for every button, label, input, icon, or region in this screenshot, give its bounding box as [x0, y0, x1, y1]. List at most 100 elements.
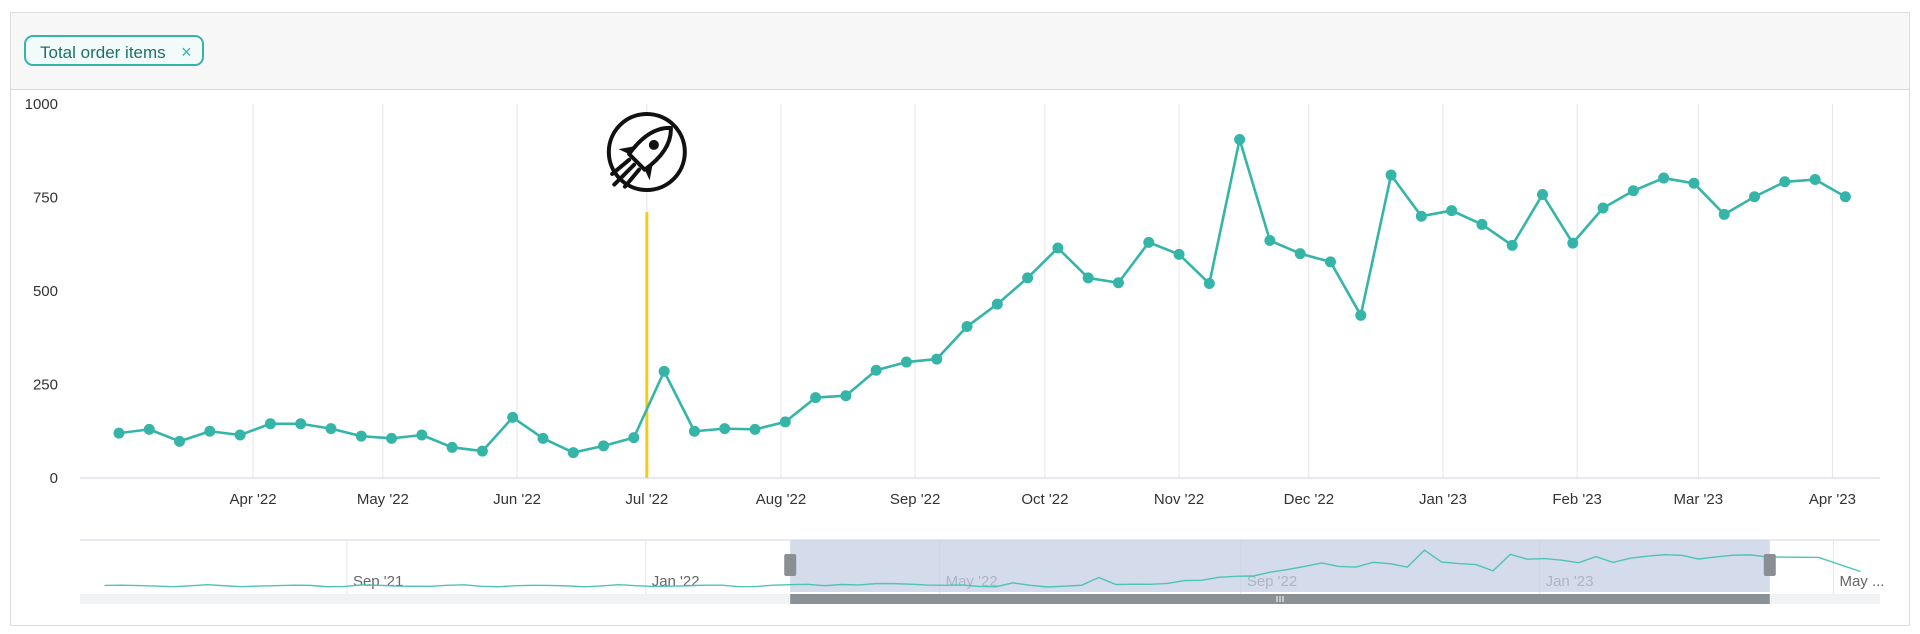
x-tick-label: Jul '22: [625, 491, 668, 508]
rocket-icon-body: [627, 125, 673, 172]
data-point: [900, 356, 912, 368]
x-tick-label: Feb '23: [1552, 491, 1602, 508]
series-line-path: [118, 138, 1847, 454]
data-point: [779, 416, 791, 428]
data-point: [1446, 205, 1458, 217]
x-tick-label: Mar '23: [1673, 491, 1723, 508]
data-point: [1627, 185, 1639, 197]
x-tick-label: Sep '22: [890, 491, 940, 508]
legend-chip-label: Total order items: [40, 43, 166, 62]
data-point: [1294, 248, 1306, 260]
data-point: [1324, 256, 1336, 268]
navigator-selection: [790, 540, 1770, 592]
data-point: [1415, 210, 1427, 222]
legend-toolbar: Total order items ×: [11, 13, 1909, 90]
navigator-tick-label: Jan '22: [652, 573, 700, 590]
x-tick-label: Aug '22: [756, 491, 806, 508]
navigator-tick-label: Sep '21: [353, 573, 403, 590]
data-point: [1143, 236, 1155, 248]
data-point: [1022, 272, 1034, 284]
data-point: [1839, 191, 1851, 203]
data-point: [1355, 309, 1367, 321]
data-point: [1173, 248, 1185, 260]
data-point: [567, 447, 579, 459]
rocket-icon: [606, 112, 687, 192]
data-point: [1779, 176, 1791, 188]
data-point: [204, 425, 216, 437]
data-point: [507, 411, 519, 423]
data-point: [1658, 172, 1670, 184]
x-tick-label: Jun '22: [493, 491, 541, 508]
rocket-icon-fin: [644, 161, 654, 181]
series-line: [118, 138, 1847, 454]
data-point: [446, 441, 458, 453]
navigator-tick-label: May ...: [1839, 573, 1884, 590]
y-tick-label: 500: [33, 283, 58, 300]
y-tick-label: 1000: [25, 96, 58, 113]
data-point: [1809, 174, 1821, 186]
y-axis-ticks: 0 250 500 750 1000: [25, 96, 58, 487]
data-point: [1537, 189, 1548, 201]
navigator-handle[interactable]: [784, 554, 797, 576]
data-point: [386, 432, 398, 444]
x-tick-label: Oct '22: [1021, 491, 1068, 508]
data-point: [658, 365, 670, 377]
grid-lines: [80, 104, 1880, 479]
navigator-handle[interactable]: [1763, 554, 1776, 576]
y-tick-label: 0: [50, 470, 58, 487]
data-point: [1385, 169, 1397, 181]
data-point: [416, 429, 428, 441]
data-point: [628, 432, 640, 444]
data-point: [749, 423, 761, 435]
x-tick-label: Jan '23: [1419, 491, 1467, 508]
data-point: [1718, 208, 1730, 220]
data-point: [598, 440, 610, 452]
data-point: [1506, 239, 1518, 251]
data-point: [931, 353, 943, 365]
data-point: [870, 364, 882, 376]
data-point: [355, 430, 367, 442]
series-points: [113, 134, 1851, 459]
data-point: [1597, 202, 1609, 214]
data-point: [1082, 272, 1094, 284]
data-point: [537, 432, 549, 444]
x-tick-label: Dec '22: [1284, 491, 1334, 508]
data-point: [1476, 218, 1488, 230]
rocket-icon-flame: [610, 157, 642, 189]
y-tick-label: 250: [33, 377, 58, 394]
data-point: [1749, 191, 1761, 203]
y-tick-label: 750: [33, 190, 58, 207]
x-tick-label: Nov '22: [1154, 491, 1204, 508]
data-point: [991, 298, 1003, 310]
data-point: [234, 429, 246, 441]
data-point: [295, 418, 307, 430]
data-point: [1112, 277, 1124, 289]
data-point: [143, 423, 155, 435]
navigator-series-line: [104, 549, 1861, 588]
data-point: [174, 435, 186, 447]
data-point: [840, 390, 852, 402]
data-point: [961, 321, 973, 333]
rocket-icon-window: [648, 139, 659, 150]
data-point: [325, 423, 337, 435]
data-point: [264, 418, 276, 430]
data-point: [1052, 242, 1064, 254]
x-tick-label: Apr '23: [1809, 491, 1856, 508]
x-axis-ticks: Apr '22 May '22 Jun '22 Jul '22 Aug '22 Sep '…: [230, 491, 1856, 508]
chart-panel: Total order items ×: [10, 12, 1910, 626]
data-point: [476, 445, 488, 457]
data-point: [1203, 278, 1215, 290]
launch-marker: [606, 112, 687, 478]
close-icon[interactable]: ×: [181, 42, 192, 62]
data-point: [1264, 235, 1276, 247]
data-point: [1688, 177, 1700, 189]
data-point: [1567, 237, 1579, 249]
legend-chip-total-order-items[interactable]: Total order items ×: [24, 35, 204, 66]
data-point: [719, 423, 731, 435]
x-tick-label: May '22: [357, 491, 409, 508]
rocket-icon-fin: [618, 145, 638, 155]
data-point: [688, 425, 700, 437]
data-point: [810, 392, 822, 404]
